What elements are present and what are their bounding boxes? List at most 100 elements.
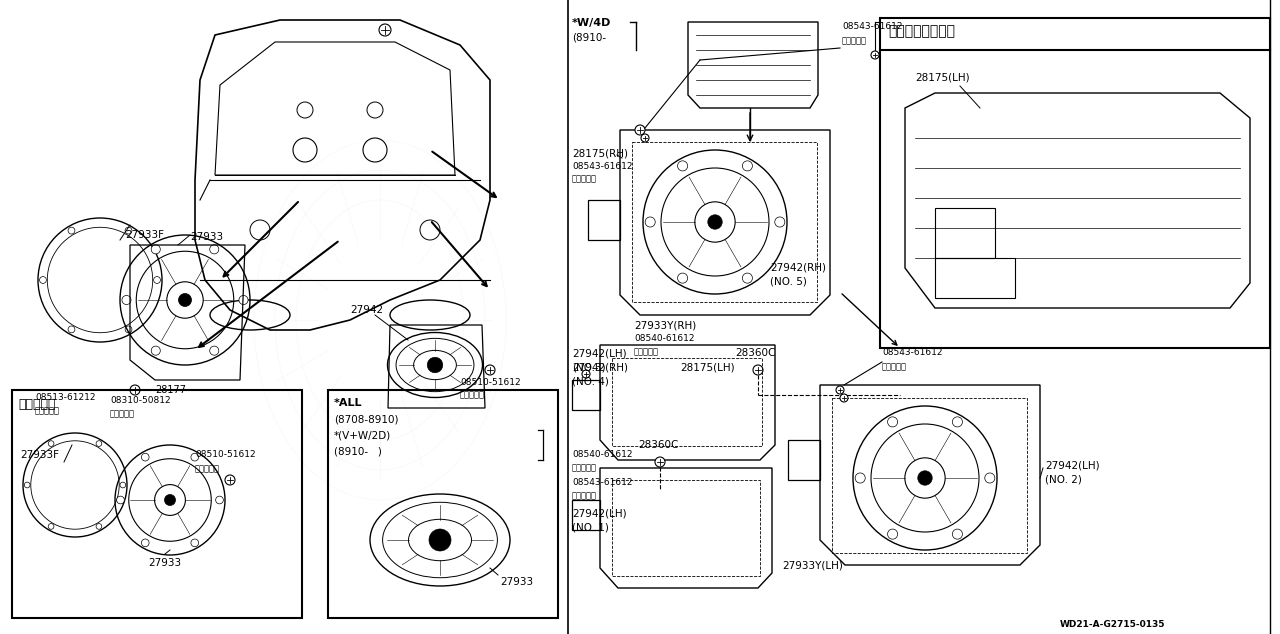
Text: 28175(RH): 28175(RH): [572, 148, 628, 158]
Text: スクリュー: スクリュー: [572, 463, 596, 472]
Circle shape: [24, 482, 29, 488]
Bar: [572, 380, 600, 410]
Text: (8910-: (8910-: [572, 32, 607, 42]
Text: 27942(RH): 27942(RH): [771, 262, 826, 272]
Text: (NO. 4): (NO. 4): [572, 376, 609, 386]
Text: 08543-61612: 08543-61612: [572, 162, 632, 171]
Bar: [588, 200, 620, 240]
Text: スペアタイヤヨウ: スペアタイヤヨウ: [888, 24, 955, 38]
Text: 28175(LH): 28175(LH): [915, 73, 970, 83]
Circle shape: [116, 496, 124, 504]
Circle shape: [582, 370, 590, 378]
Text: スクリュー: スクリュー: [35, 406, 60, 415]
Text: 28360C: 28360C: [637, 440, 678, 450]
Text: 27933: 27933: [148, 558, 182, 568]
Bar: [12, 390, 302, 618]
Circle shape: [641, 134, 649, 142]
Text: (NO.3): (NO.3): [572, 362, 605, 372]
Circle shape: [151, 245, 160, 254]
Text: 08513-61212: 08513-61212: [35, 393, 96, 402]
Text: 28175(LH): 28175(LH): [680, 362, 735, 372]
Circle shape: [952, 417, 963, 427]
Circle shape: [191, 453, 198, 461]
Bar: [612, 480, 760, 576]
Circle shape: [984, 473, 995, 483]
Text: 27942(RH): 27942(RH): [572, 362, 628, 372]
Circle shape: [952, 529, 963, 539]
Text: スクリュー: スクリュー: [195, 464, 220, 473]
Text: スクリュー: スクリュー: [110, 409, 134, 418]
Circle shape: [840, 394, 849, 402]
Text: 08510-51612: 08510-51612: [195, 450, 256, 459]
Text: 27942(LH): 27942(LH): [572, 508, 627, 518]
Text: 08543-61612: 08543-61612: [572, 478, 632, 487]
Bar: [612, 358, 762, 446]
Text: 28360C: 28360C: [735, 348, 776, 358]
Text: 27933Y(LH): 27933Y(LH): [782, 560, 842, 570]
Circle shape: [855, 473, 865, 483]
Text: 27933: 27933: [500, 577, 534, 587]
Circle shape: [40, 276, 46, 283]
Text: 08510-51612: 08510-51612: [460, 378, 521, 387]
Circle shape: [125, 227, 132, 234]
Text: 27942(LH): 27942(LH): [1044, 460, 1100, 470]
Text: 08540-61612: 08540-61612: [572, 450, 632, 459]
Text: スクリュー: スクリュー: [634, 347, 659, 356]
Text: スクリュー: スクリュー: [460, 390, 485, 399]
Circle shape: [887, 529, 897, 539]
Circle shape: [49, 524, 54, 529]
Circle shape: [165, 495, 175, 505]
Circle shape: [178, 294, 192, 306]
Bar: [934, 208, 995, 258]
Circle shape: [154, 276, 160, 283]
Text: 08310-50812: 08310-50812: [110, 396, 170, 405]
Circle shape: [125, 326, 132, 333]
Text: *(V+W/2D): *(V+W/2D): [334, 430, 392, 440]
Circle shape: [635, 125, 645, 135]
Text: (NO. 5): (NO. 5): [771, 276, 806, 286]
Circle shape: [774, 217, 785, 227]
Circle shape: [49, 441, 54, 446]
Circle shape: [210, 245, 219, 254]
Circle shape: [742, 273, 753, 283]
Text: スクリュー: スクリュー: [572, 174, 596, 183]
Circle shape: [215, 496, 223, 504]
Text: 27933Y(RH): 27933Y(RH): [634, 320, 696, 330]
Bar: [881, 18, 1270, 348]
Text: (NO. 2): (NO. 2): [1044, 474, 1082, 484]
Text: 08543-61612: 08543-61612: [882, 348, 942, 357]
Circle shape: [68, 227, 76, 234]
Circle shape: [655, 457, 666, 467]
Circle shape: [225, 475, 236, 485]
Text: 08543-61612: 08543-61612: [842, 22, 902, 31]
Circle shape: [870, 51, 879, 59]
Circle shape: [239, 295, 248, 304]
Circle shape: [122, 295, 131, 304]
Text: スクリュー: スクリュー: [572, 491, 596, 500]
Circle shape: [708, 215, 722, 230]
Bar: [788, 440, 820, 480]
Circle shape: [96, 441, 102, 446]
Text: 08540-61612: 08540-61612: [634, 334, 695, 343]
Bar: [328, 390, 558, 618]
Bar: [572, 500, 600, 530]
Text: 27933F: 27933F: [20, 450, 59, 460]
Circle shape: [485, 365, 495, 375]
Text: WD21-A-G2715-0135: WD21-A-G2715-0135: [1060, 620, 1166, 629]
Circle shape: [836, 386, 844, 394]
Circle shape: [428, 357, 443, 373]
Bar: [632, 142, 817, 302]
Circle shape: [918, 471, 932, 485]
Circle shape: [379, 24, 390, 36]
Circle shape: [141, 453, 148, 461]
Circle shape: [210, 346, 219, 355]
Circle shape: [96, 524, 102, 529]
Circle shape: [677, 273, 687, 283]
Circle shape: [429, 529, 451, 551]
Text: *ALL: *ALL: [334, 398, 362, 408]
Circle shape: [120, 482, 125, 488]
Text: 27942: 27942: [349, 305, 383, 315]
Text: (NO. 1): (NO. 1): [572, 522, 609, 532]
Text: スクリュー: スクリュー: [882, 362, 908, 371]
Bar: [832, 398, 1027, 553]
